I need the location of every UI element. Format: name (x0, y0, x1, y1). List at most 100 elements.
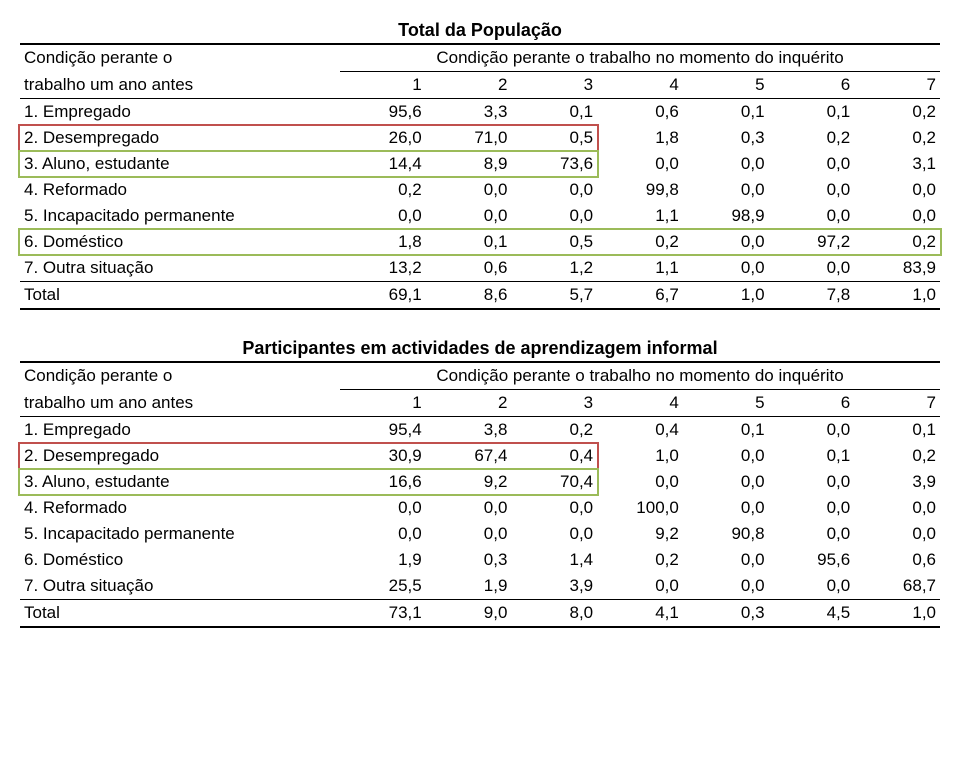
row-label: 3. Aluno, estudante (20, 469, 340, 495)
cell: 0,2 (597, 229, 683, 255)
cell: 0,0 (340, 203, 426, 229)
table-total-populacao: Total da População Condição perante oCon… (20, 20, 940, 310)
cell: 0,0 (683, 469, 769, 495)
cell: 0,0 (426, 495, 512, 521)
cell: 0,0 (769, 255, 855, 282)
cell: 0,0 (683, 255, 769, 282)
cell: 83,9 (854, 255, 940, 282)
col-header: 3 (511, 72, 597, 99)
cell: 0,0 (769, 151, 855, 177)
total-label: Total (20, 282, 340, 310)
total-row: Total73,19,08,04,10,34,51,0 (20, 600, 940, 628)
cell: 0,0 (597, 469, 683, 495)
cell: 0,0 (511, 521, 597, 547)
total-cell: 73,1 (340, 600, 426, 628)
total-cell: 6,7 (597, 282, 683, 310)
cell: 0,0 (340, 495, 426, 521)
cell: 0,1 (769, 443, 855, 469)
total-cell: 1,0 (854, 282, 940, 310)
cell: 0,0 (683, 177, 769, 203)
cell: 0,0 (511, 203, 597, 229)
total-cell: 1,0 (854, 600, 940, 628)
col-header: 5 (683, 390, 769, 417)
cell: 100,0 (597, 495, 683, 521)
cell: 0,0 (769, 495, 855, 521)
col-header: 4 (597, 390, 683, 417)
cell: 0,1 (769, 99, 855, 126)
cell: 0,2 (854, 125, 940, 151)
total-cell: 8,0 (511, 600, 597, 628)
col-header: 6 (769, 390, 855, 417)
cell: 0,0 (769, 573, 855, 600)
cell: 0,2 (511, 417, 597, 444)
row-label: 6. Doméstico (20, 229, 340, 255)
table-row: 3. Aluno, estudante14,48,973,60,00,00,03… (20, 151, 940, 177)
cell: 0,4 (511, 443, 597, 469)
col-header: 5 (683, 72, 769, 99)
col-header: 4 (597, 72, 683, 99)
cell: 0,0 (597, 573, 683, 600)
table-row: 1. Empregado95,43,80,20,40,10,00,1 (20, 417, 940, 444)
table-row: 2. Desempregado30,967,40,41,00,00,10,2 (20, 443, 940, 469)
table1: Condição perante oCondição perante o tra… (20, 43, 940, 310)
cell: 0,0 (683, 495, 769, 521)
cell: 26,0 (340, 125, 426, 151)
cell: 0,0 (426, 203, 512, 229)
table-row: 2. Desempregado26,071,00,51,80,30,20,2 (20, 125, 940, 151)
cell: 0,2 (854, 443, 940, 469)
table-row: 4. Reformado0,20,00,099,80,00,00,0 (20, 177, 940, 203)
row-label: 2. Desempregado (20, 443, 340, 469)
cell: 0,0 (854, 521, 940, 547)
cell: 0,0 (769, 469, 855, 495)
cell: 1,4 (511, 547, 597, 573)
cell: 0,0 (854, 495, 940, 521)
cell: 1,0 (597, 443, 683, 469)
cell: 0,0 (597, 151, 683, 177)
table-row: 4. Reformado0,00,00,0100,00,00,00,0 (20, 495, 940, 521)
cell: 0,0 (426, 177, 512, 203)
cell: 1,1 (597, 203, 683, 229)
table1-title: Total da População (20, 20, 940, 41)
cell: 90,8 (683, 521, 769, 547)
cell: 0,5 (511, 125, 597, 151)
cell: 0,6 (854, 547, 940, 573)
row-label: 7. Outra situação (20, 255, 340, 282)
table-row: 5. Incapacitado permanente0,00,00,01,198… (20, 203, 940, 229)
cell: 0,0 (511, 495, 597, 521)
cell: 16,6 (340, 469, 426, 495)
total-cell: 4,5 (769, 600, 855, 628)
cell: 0,0 (769, 521, 855, 547)
cell: 0,1 (511, 99, 597, 126)
table-row: 3. Aluno, estudante16,69,270,40,00,00,03… (20, 469, 940, 495)
total-cell: 4,1 (597, 600, 683, 628)
cell: 71,0 (426, 125, 512, 151)
total-cell: 69,1 (340, 282, 426, 310)
cell: 95,6 (340, 99, 426, 126)
table-row: 5. Incapacitado permanente0,00,00,09,290… (20, 521, 940, 547)
header-left-2: trabalho um ano antes (20, 390, 340, 417)
row-label: 4. Reformado (20, 177, 340, 203)
header-left-1: Condição perante o (20, 362, 340, 390)
cell: 0,2 (340, 177, 426, 203)
header-span: Condição perante o trabalho no momento d… (340, 362, 940, 390)
cell: 3,3 (426, 99, 512, 126)
cell: 97,2 (769, 229, 855, 255)
cell: 68,7 (854, 573, 940, 600)
cell: 0,0 (511, 177, 597, 203)
cell: 73,6 (511, 151, 597, 177)
cell: 95,4 (340, 417, 426, 444)
cell: 98,9 (683, 203, 769, 229)
cell: 3,9 (854, 469, 940, 495)
total-cell: 1,0 (683, 282, 769, 310)
col-header: 2 (426, 72, 512, 99)
cell: 0,1 (683, 99, 769, 126)
cell: 30,9 (340, 443, 426, 469)
table-participantes: Participantes em actividades de aprendiz… (20, 338, 940, 628)
table-row: 1. Empregado95,63,30,10,60,10,10,2 (20, 99, 940, 126)
col-header: 1 (340, 72, 426, 99)
cell: 3,1 (854, 151, 940, 177)
col-header: 2 (426, 390, 512, 417)
row-label: 5. Incapacitado permanente (20, 521, 340, 547)
col-header: 3 (511, 390, 597, 417)
table2: Condição perante oCondição perante o tra… (20, 361, 940, 628)
